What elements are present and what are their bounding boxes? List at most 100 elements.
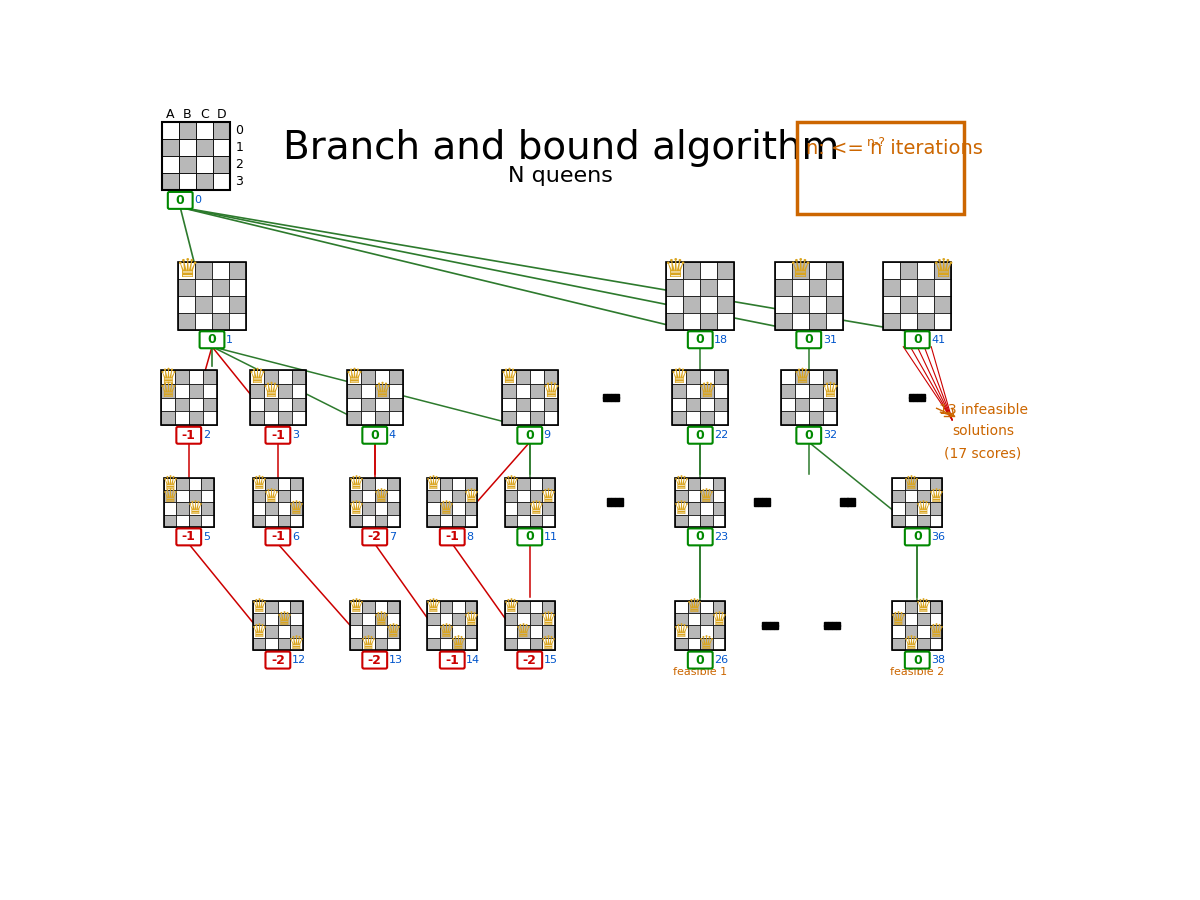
Bar (212, 139, 230, 156)
Text: ♛: ♛ (158, 366, 178, 387)
Bar (290, 638, 302, 650)
Bar (718, 262, 734, 279)
Bar (935, 296, 952, 313)
Bar (701, 262, 718, 279)
Bar (701, 502, 713, 515)
Text: Branch and bound algorithm: Branch and bound algorithm (283, 129, 839, 167)
Text: 15: 15 (544, 655, 558, 665)
Bar (212, 122, 230, 139)
Bar (179, 156, 196, 173)
Bar (278, 490, 290, 502)
Bar (374, 411, 389, 425)
Bar (544, 370, 558, 383)
Text: ♛: ♛ (670, 366, 689, 387)
Text: ♛: ♛ (928, 622, 944, 641)
Bar (278, 398, 292, 411)
Text: N queens: N queens (509, 166, 613, 185)
Bar (264, 370, 278, 383)
Bar (250, 411, 264, 425)
Bar (542, 502, 554, 515)
Text: ♛: ♛ (462, 610, 479, 629)
Bar (781, 370, 836, 425)
Text: ♛: ♛ (928, 487, 944, 506)
Bar (900, 262, 917, 279)
Text: ♛: ♛ (503, 474, 520, 493)
Bar (917, 515, 930, 526)
Text: 0: 0 (371, 428, 379, 442)
Text: 6: 6 (292, 532, 299, 542)
Bar (265, 515, 278, 526)
Bar (893, 478, 905, 490)
Bar (505, 613, 517, 626)
Bar (196, 139, 212, 156)
Text: ♛: ♛ (262, 381, 281, 400)
Bar (676, 490, 688, 502)
Text: ♛: ♛ (710, 610, 727, 629)
Bar (347, 411, 361, 425)
Text: ♛: ♛ (698, 487, 715, 506)
Bar (162, 122, 230, 190)
Bar (713, 601, 725, 613)
Bar (517, 601, 529, 613)
Bar (388, 478, 400, 490)
Bar (292, 398, 306, 411)
Bar (203, 370, 217, 383)
Text: 0: 0 (176, 194, 185, 207)
Text: 13: 13 (389, 655, 403, 665)
Bar (265, 613, 278, 626)
Bar (676, 626, 688, 638)
Bar (686, 383, 701, 398)
Bar (930, 502, 942, 515)
Bar (196, 156, 212, 173)
Bar (374, 515, 388, 526)
FancyBboxPatch shape (176, 528, 202, 545)
Bar (826, 313, 842, 329)
Bar (362, 626, 374, 638)
Bar (188, 515, 202, 526)
Bar (452, 478, 464, 490)
Bar (265, 601, 278, 613)
Bar (350, 502, 362, 515)
Bar (676, 478, 725, 526)
Text: 32: 32 (823, 430, 836, 440)
Bar (809, 262, 826, 279)
Text: -1: -1 (445, 530, 460, 544)
Bar (826, 296, 842, 313)
Bar (175, 370, 188, 383)
Text: 0: 0 (526, 428, 534, 442)
Text: ♛: ♛ (263, 487, 280, 506)
Bar (529, 502, 542, 515)
Bar (427, 515, 440, 526)
Text: -2: -2 (271, 653, 284, 667)
Text: ♛: ♛ (673, 499, 690, 517)
Text: D: D (216, 108, 226, 122)
Text: 38: 38 (931, 655, 946, 665)
Bar (529, 370, 544, 383)
Bar (544, 398, 558, 411)
Bar (688, 515, 701, 526)
Bar (188, 370, 203, 383)
Text: ♛: ♛ (158, 381, 178, 400)
Bar (292, 383, 306, 398)
Text: 0: 0 (208, 333, 216, 346)
Bar (893, 502, 905, 515)
Text: ♛: ♛ (162, 474, 179, 493)
Text: ♛: ♛ (788, 257, 812, 284)
Bar (374, 383, 389, 398)
Bar (676, 478, 688, 490)
Bar (176, 515, 188, 526)
Bar (253, 502, 265, 515)
Text: 41: 41 (931, 335, 946, 345)
Bar (893, 601, 905, 613)
Bar (701, 613, 713, 626)
Bar (701, 515, 713, 526)
Bar (930, 515, 942, 526)
Bar (529, 601, 542, 613)
Bar (917, 626, 930, 638)
Bar (265, 478, 278, 490)
Bar (464, 613, 478, 626)
FancyBboxPatch shape (905, 331, 930, 348)
Text: ♛: ♛ (673, 474, 690, 493)
Bar (529, 383, 544, 398)
Bar (229, 279, 246, 296)
